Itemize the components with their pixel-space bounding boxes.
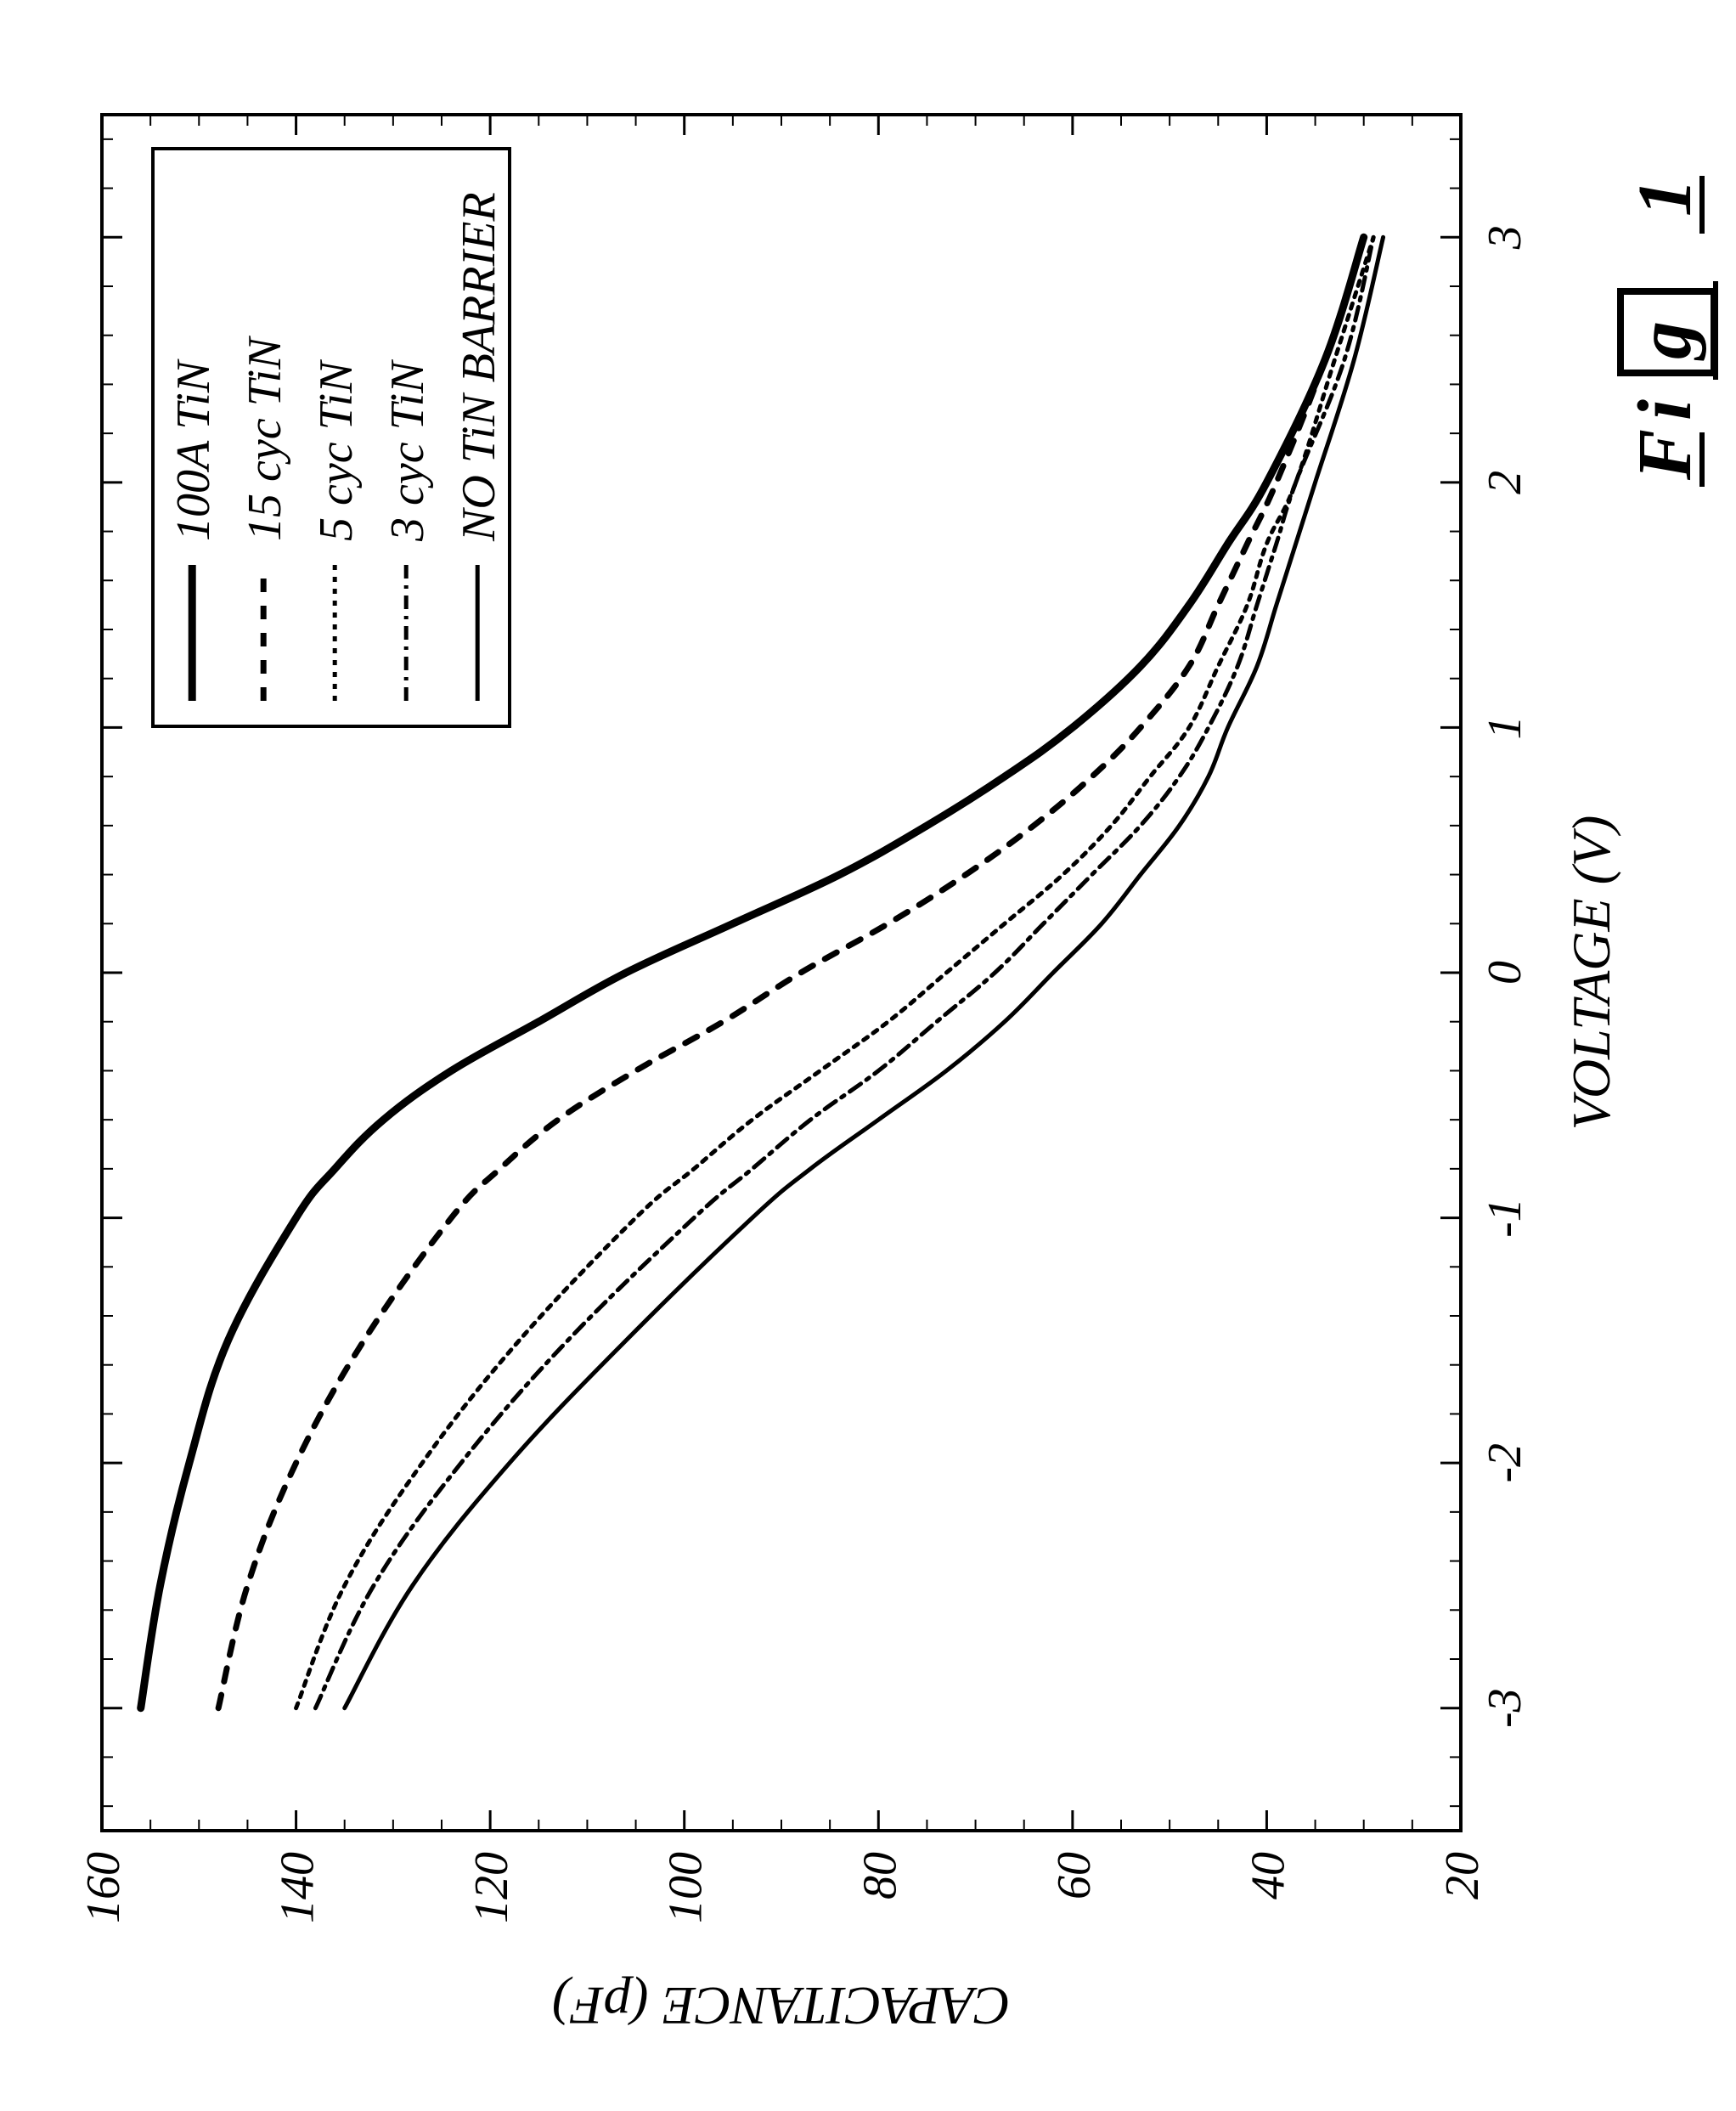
x-axis-label: VOLTAGE (V): [1561, 816, 1621, 1131]
x-tick-label: -1: [1479, 1198, 1531, 1238]
x-tick-label: 2: [1479, 471, 1531, 494]
y-axis-label: CAPACITANCE (pF): [552, 1976, 1011, 2036]
x-tick-label: 0: [1479, 961, 1531, 985]
figure-label-g: g: [1623, 321, 1707, 361]
figure-label-F: F: [1623, 429, 1707, 481]
y-tick-label: 40: [1242, 1852, 1294, 1899]
legend-label-0: 100A TiN: [167, 358, 220, 541]
legend-label-1: 15 cyc TiN: [239, 336, 291, 541]
figure-label-i: i: [1623, 399, 1707, 421]
figure-label-1: 1: [1623, 178, 1707, 217]
x-tick-label: 1: [1479, 715, 1531, 739]
y-tick-label: 60: [1048, 1852, 1101, 1899]
x-tick-label: 3: [1479, 225, 1531, 250]
y-tick-label: 100: [660, 1852, 713, 1923]
legend-label-3: 3 cyc TiN: [381, 359, 434, 542]
y-tick-label: 120: [465, 1852, 518, 1923]
chart-svg: -3 -2 -1 0 1 2 3 20 40 60 80 100 120 140 160 VOLTAGE (V…: [0, 0, 1736, 2111]
x-tick-label: -3: [1479, 1688, 1531, 1728]
y-tick-label: 20: [1436, 1852, 1489, 1899]
legend-label-2: 5 cyc TiN: [310, 359, 363, 541]
y-tick-label: 140: [272, 1852, 324, 1923]
legend-label-4: NO TiN BARRIER: [453, 192, 505, 542]
y-tick-label: 80: [854, 1852, 906, 1899]
y-tick-label: 160: [77, 1852, 130, 1923]
x-tick-label: -2: [1479, 1443, 1531, 1483]
chart-figure: -3 -2 -1 0 1 2 3 20 40 60 80 100 120 140 160 VOLTAGE (V…: [0, 0, 1736, 2111]
